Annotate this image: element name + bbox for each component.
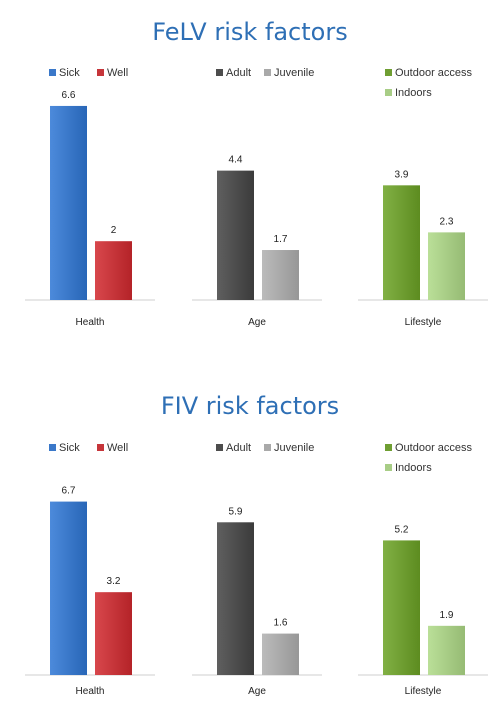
fiv-health-legend-label: Well xyxy=(107,442,128,454)
fiv-age-bar xyxy=(217,522,254,675)
fiv-age-value-label: 5.9 xyxy=(229,506,243,517)
felv-health-legend-label: Sick xyxy=(59,67,80,79)
fiv-health-bar xyxy=(50,501,87,675)
felv-lifestyle-bar xyxy=(428,232,465,300)
fiv-age-value-label: 1.6 xyxy=(274,618,288,629)
felv-age-category-label: Age xyxy=(248,317,266,328)
felv-age-bar xyxy=(262,250,299,300)
felv-age-bar xyxy=(217,170,254,300)
felv-health-category-label: Health xyxy=(76,317,105,328)
fiv-lifestyle-bar xyxy=(383,540,420,675)
felv-health-bar xyxy=(95,241,132,300)
fiv-lifestyle-legend-label: Outdoor access xyxy=(395,442,473,454)
felv-chart-title: FeLV risk factors xyxy=(152,18,347,46)
fiv-health-value-label: 3.2 xyxy=(107,576,121,587)
fiv-lifestyle-value-label: 5.2 xyxy=(395,524,409,535)
fiv-age-legend-label: Adult xyxy=(226,442,251,454)
fiv-lifestyle-legend-swatch xyxy=(385,444,392,451)
felv-age-value-label: 4.4 xyxy=(229,155,243,166)
felv-lifestyle-value-label: 2.3 xyxy=(440,216,454,227)
fiv-age-category-label: Age xyxy=(248,686,266,697)
felv-health-value-label: 6.6 xyxy=(62,90,76,101)
felv-health-bar xyxy=(50,105,87,300)
felv-lifestyle-legend-swatch xyxy=(385,89,392,96)
fiv-health-value-label: 6.7 xyxy=(62,486,76,497)
fiv-health-bar xyxy=(95,592,132,675)
felv-health-legend-swatch xyxy=(97,69,104,76)
fiv-lifestyle-value-label: 1.9 xyxy=(440,610,454,621)
fiv-age-legend-swatch xyxy=(264,444,271,451)
fiv-age-legend-label: Juvenile xyxy=(274,442,314,454)
fiv-chart-title: FIV risk factors xyxy=(161,392,339,420)
felv-age-legend-swatch xyxy=(216,69,223,76)
felv-lifestyle-bar xyxy=(383,185,420,300)
fiv-lifestyle-legend-label: Indoors xyxy=(395,462,432,474)
felv-lifestyle-legend-swatch xyxy=(385,69,392,76)
fiv-health-legend-swatch xyxy=(49,444,56,451)
fiv-lifestyle-category-label: Lifestyle xyxy=(405,686,442,697)
felv-lifestyle-legend-label: Indoors xyxy=(395,87,432,99)
fiv-lifestyle-bar xyxy=(428,625,465,675)
fiv-health-legend-label: Sick xyxy=(59,442,80,454)
felv-age-legend-label: Adult xyxy=(226,67,251,79)
fiv-health-category-label: Health xyxy=(76,686,105,697)
felv-lifestyle-category-label: Lifestyle xyxy=(405,317,442,328)
felv-age-legend-swatch xyxy=(264,69,271,76)
felv-age-legend-label: Juvenile xyxy=(274,67,314,79)
fiv-lifestyle-legend-swatch xyxy=(385,464,392,471)
fiv-age-legend-swatch xyxy=(216,444,223,451)
felv-age-value-label: 1.7 xyxy=(274,234,288,245)
fiv-health-legend-swatch xyxy=(97,444,104,451)
felv-health-value-label: 2 xyxy=(111,225,117,236)
felv-lifestyle-legend-label: Outdoor access xyxy=(395,67,473,79)
fiv-age-bar xyxy=(262,633,299,675)
felv-health-legend-swatch xyxy=(49,69,56,76)
felv-lifestyle-value-label: 3.9 xyxy=(395,169,409,180)
felv-health-legend-label: Well xyxy=(107,67,128,79)
